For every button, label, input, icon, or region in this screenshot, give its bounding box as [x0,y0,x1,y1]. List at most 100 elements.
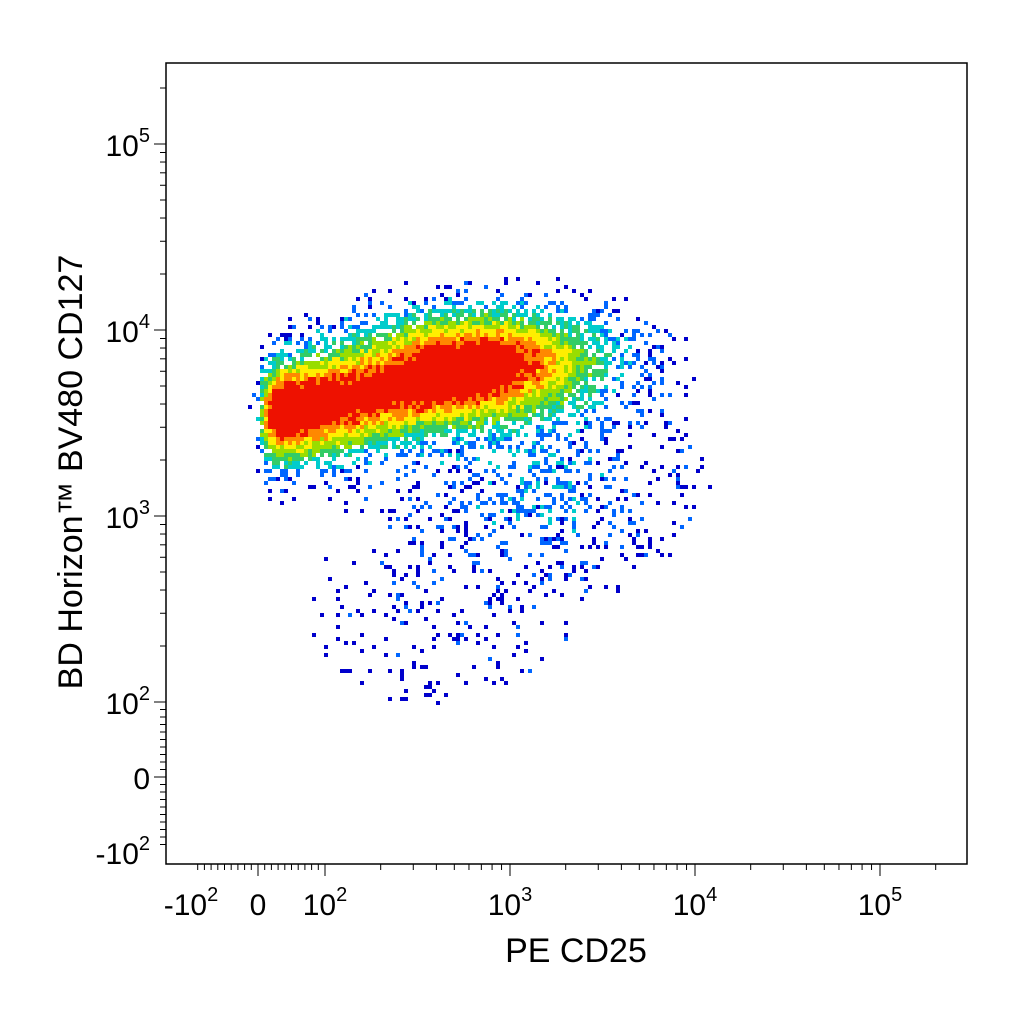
density-cell [360,381,364,385]
density-cell [536,357,540,361]
density-cell [480,569,484,573]
density-cell [512,349,516,353]
density-cell [428,421,432,425]
density-cell [272,373,276,377]
density-cell [548,313,552,317]
density-cell [504,381,508,385]
density-cell [460,401,464,405]
density-cell [380,413,384,417]
density-cell [552,429,556,433]
density-cell [380,321,384,325]
density-cell [284,421,288,425]
density-cell [500,369,504,373]
density-cell [652,325,656,329]
density-cell [436,449,440,453]
density-cell [560,365,564,369]
density-cell [504,425,508,429]
density-cell [520,493,524,497]
density-cell [540,425,544,429]
density-cell [408,441,412,445]
density-cell [348,417,352,421]
density-cell [328,413,332,417]
density-cell [272,365,276,369]
density-cell [520,441,524,445]
density-cell [560,321,564,325]
density-cell [692,485,696,489]
density-cell [340,381,344,385]
density-cell [496,393,500,397]
density-cell [400,449,404,453]
density-cell [420,449,424,453]
density-cell [336,357,340,361]
density-cell [428,405,432,409]
density-cell [332,389,336,393]
density-cell [452,417,456,421]
density-cell [560,409,564,413]
density-cell [316,353,320,357]
density-cell [480,381,484,385]
density-cell [660,349,664,353]
density-cell [388,369,392,373]
density-cell [300,449,304,453]
density-cell [268,441,272,445]
density-cell [280,373,284,377]
density-cell [428,417,432,421]
density-cell [484,405,488,409]
density-cell [584,561,588,565]
density-cell [268,437,272,441]
density-cell [324,357,328,361]
density-cell [536,485,540,489]
density-cell [492,341,496,345]
density-cell [544,333,548,337]
density-cell [276,433,280,437]
density-cell [316,341,320,345]
density-cell [472,309,476,313]
density-cell [584,441,588,445]
density-cell [372,381,376,385]
density-cell [468,537,472,541]
density-cell [544,457,548,461]
density-cell [552,389,556,393]
density-cell [264,417,268,421]
density-cell [444,309,448,313]
density-cell [424,441,428,445]
density-cell [508,609,512,613]
density-cell [452,537,456,541]
density-cell [292,405,296,409]
density-cell [508,365,512,369]
density-cell [472,337,476,341]
density-cell [544,537,548,541]
density-cell [540,329,544,333]
density-cell [560,529,564,533]
density-cell [308,457,312,461]
density-cell [404,697,408,701]
density-cell [452,337,456,341]
density-cell [576,329,580,333]
density-cell [396,369,400,373]
density-cell [500,553,504,557]
density-cell [432,449,436,453]
density-cell [404,429,408,433]
density-cell [528,589,532,593]
density-cell [308,365,312,369]
density-cell [320,417,324,421]
density-cell [432,581,436,585]
density-cell [548,469,552,473]
density-cell [456,469,460,473]
density-cell [516,509,520,513]
density-cell [480,357,484,361]
density-cell [260,449,264,453]
density-cell [428,505,432,509]
density-cell [264,457,268,461]
density-cell [496,585,500,589]
density-cell [296,441,300,445]
density-cell [456,293,460,297]
density-cell [416,441,420,445]
density-cell [568,317,572,321]
density-cell [580,385,584,389]
density-cell [660,445,664,449]
density-cell [580,545,584,549]
density-cell [308,389,312,393]
density-cell [584,417,588,421]
density-cell [380,349,384,353]
